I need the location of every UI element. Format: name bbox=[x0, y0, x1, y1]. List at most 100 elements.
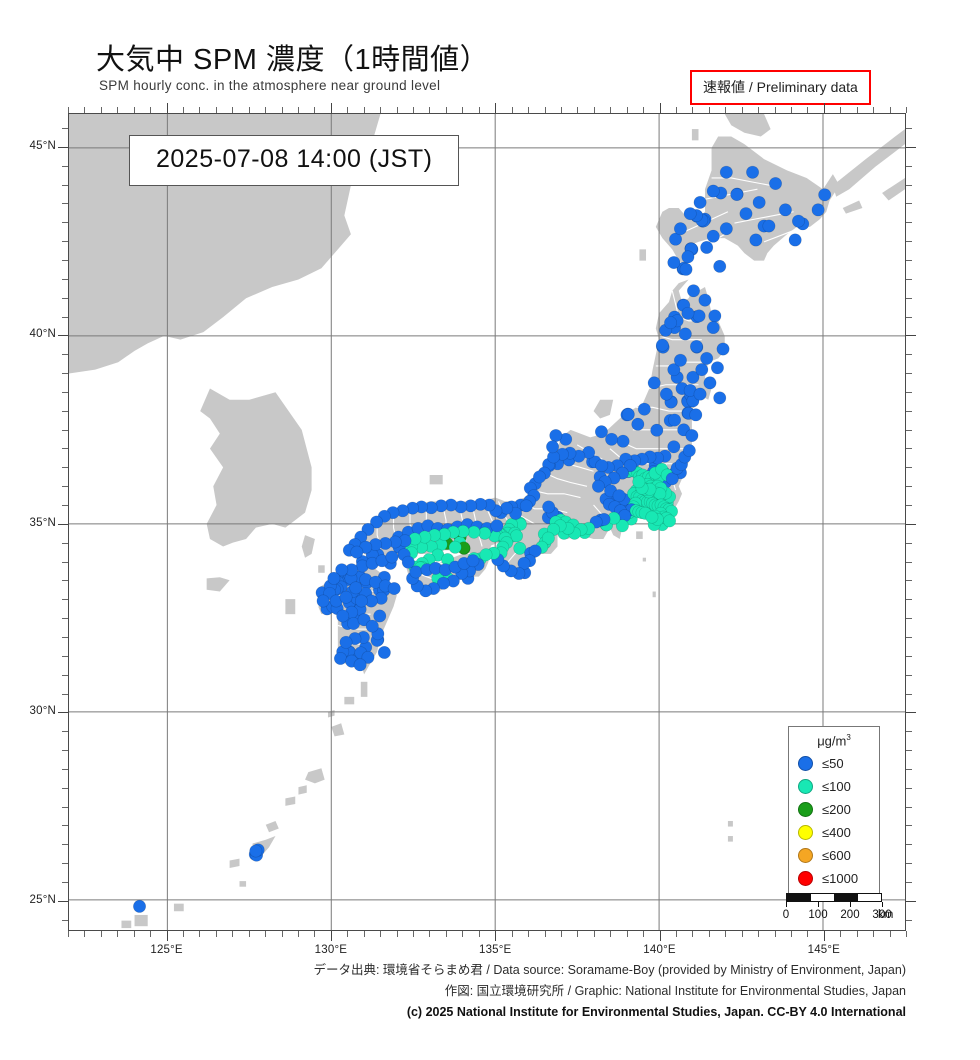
station-marker[interactable] bbox=[689, 408, 703, 422]
station-marker[interactable] bbox=[719, 165, 733, 179]
station-marker[interactable] bbox=[667, 363, 681, 377]
station-marker[interactable] bbox=[436, 576, 450, 590]
station-marker[interactable] bbox=[682, 444, 696, 458]
station-marker[interactable] bbox=[365, 619, 379, 633]
station-marker[interactable] bbox=[679, 262, 693, 276]
station-marker[interactable] bbox=[778, 203, 792, 217]
station-marker[interactable] bbox=[647, 376, 661, 390]
station-marker[interactable] bbox=[681, 306, 695, 320]
station-marker[interactable] bbox=[716, 342, 730, 356]
station-marker[interactable] bbox=[637, 402, 651, 416]
station-marker[interactable] bbox=[490, 519, 504, 533]
station-marker[interactable] bbox=[385, 550, 399, 564]
station-marker[interactable] bbox=[333, 651, 347, 665]
station-marker[interactable] bbox=[664, 316, 678, 330]
station-marker[interactable] bbox=[681, 250, 695, 264]
station-marker[interactable] bbox=[693, 387, 707, 401]
station-marker[interactable] bbox=[678, 327, 692, 341]
station-marker[interactable] bbox=[698, 293, 712, 307]
station-marker[interactable] bbox=[541, 531, 555, 545]
station-marker[interactable] bbox=[752, 195, 766, 209]
station-marker[interactable] bbox=[713, 391, 727, 405]
station-marker[interactable] bbox=[685, 429, 699, 442]
station-marker[interactable] bbox=[706, 321, 720, 335]
station-marker[interactable] bbox=[706, 229, 720, 243]
station-marker[interactable] bbox=[353, 658, 367, 672]
station-marker[interactable] bbox=[683, 207, 697, 221]
station-marker[interactable] bbox=[713, 259, 727, 273]
station-marker[interactable] bbox=[719, 222, 733, 236]
station-marker[interactable] bbox=[546, 440, 560, 454]
map-plot-area[interactable]: 2025-07-08 14:00 (JST) bbox=[68, 113, 906, 931]
station-marker[interactable] bbox=[710, 361, 724, 375]
station-marker[interactable] bbox=[532, 470, 546, 484]
station-marker[interactable] bbox=[700, 240, 714, 254]
station-marker[interactable] bbox=[730, 188, 744, 201]
station-marker[interactable] bbox=[467, 525, 481, 539]
station-marker[interactable] bbox=[632, 475, 646, 489]
station-marker[interactable] bbox=[519, 499, 533, 513]
station-marker[interactable] bbox=[665, 472, 679, 486]
station-marker[interactable] bbox=[673, 353, 687, 367]
station-marker[interactable] bbox=[746, 165, 760, 179]
station-marker[interactable] bbox=[650, 423, 664, 437]
station-marker[interactable] bbox=[542, 500, 556, 514]
station-marker[interactable] bbox=[695, 363, 709, 377]
station-marker[interactable] bbox=[500, 501, 514, 515]
station-marker[interactable] bbox=[749, 233, 763, 247]
station-marker[interactable] bbox=[594, 425, 608, 439]
station-marker[interactable] bbox=[339, 635, 353, 649]
station-marker[interactable] bbox=[687, 284, 700, 298]
station-marker[interactable] bbox=[818, 188, 832, 202]
station-marker[interactable] bbox=[373, 609, 387, 623]
station-marker[interactable] bbox=[249, 844, 263, 858]
station-marker[interactable] bbox=[673, 222, 687, 236]
station-marker[interactable] bbox=[513, 541, 527, 555]
station-marker[interactable] bbox=[591, 479, 605, 493]
station-marker[interactable] bbox=[336, 609, 350, 623]
station-marker[interactable] bbox=[668, 413, 682, 427]
station-marker[interactable] bbox=[667, 440, 681, 454]
station-marker[interactable] bbox=[316, 594, 330, 608]
station-marker[interactable] bbox=[335, 563, 349, 577]
station-marker[interactable] bbox=[788, 233, 802, 247]
station-marker[interactable] bbox=[517, 556, 531, 570]
station-marker[interactable] bbox=[769, 177, 782, 191]
station-marker[interactable] bbox=[686, 370, 700, 384]
station-marker[interactable] bbox=[659, 387, 673, 401]
station-marker[interactable] bbox=[528, 544, 542, 558]
station-marker[interactable] bbox=[339, 590, 353, 604]
station-marker[interactable] bbox=[663, 514, 677, 528]
station-marker[interactable] bbox=[708, 309, 722, 323]
station-marker[interactable] bbox=[739, 207, 753, 221]
station-marker[interactable] bbox=[631, 417, 645, 431]
station-marker[interactable] bbox=[703, 376, 717, 390]
station-marker[interactable] bbox=[621, 407, 635, 421]
station-marker[interactable] bbox=[377, 645, 391, 659]
station-marker[interactable] bbox=[811, 203, 825, 217]
station-marker[interactable] bbox=[693, 195, 707, 209]
station-marker[interactable] bbox=[448, 540, 462, 554]
station-marker[interactable] bbox=[615, 519, 629, 533]
station-marker[interactable] bbox=[549, 429, 563, 442]
station-marker[interactable] bbox=[706, 184, 720, 198]
station-marker[interactable] bbox=[690, 339, 703, 353]
station-marker[interactable] bbox=[401, 555, 415, 569]
station-marker[interactable] bbox=[655, 338, 669, 352]
station-marker[interactable] bbox=[478, 526, 492, 540]
station-marker[interactable] bbox=[349, 581, 363, 595]
station-marker[interactable] bbox=[387, 582, 401, 596]
station-marker[interactable] bbox=[612, 489, 626, 503]
station-marker[interactable] bbox=[791, 214, 805, 228]
station-marker[interactable] bbox=[354, 594, 368, 608]
station-marker[interactable] bbox=[692, 309, 706, 323]
station-marker[interactable] bbox=[645, 510, 659, 524]
station-marker[interactable] bbox=[327, 571, 341, 585]
station-marker[interactable] bbox=[350, 545, 364, 559]
station-marker[interactable] bbox=[669, 232, 683, 246]
station-marker[interactable] bbox=[616, 434, 630, 448]
station-marker[interactable] bbox=[370, 515, 384, 529]
station-marker[interactable] bbox=[479, 548, 493, 562]
station-marker[interactable] bbox=[361, 650, 375, 664]
station-marker[interactable] bbox=[133, 899, 147, 913]
